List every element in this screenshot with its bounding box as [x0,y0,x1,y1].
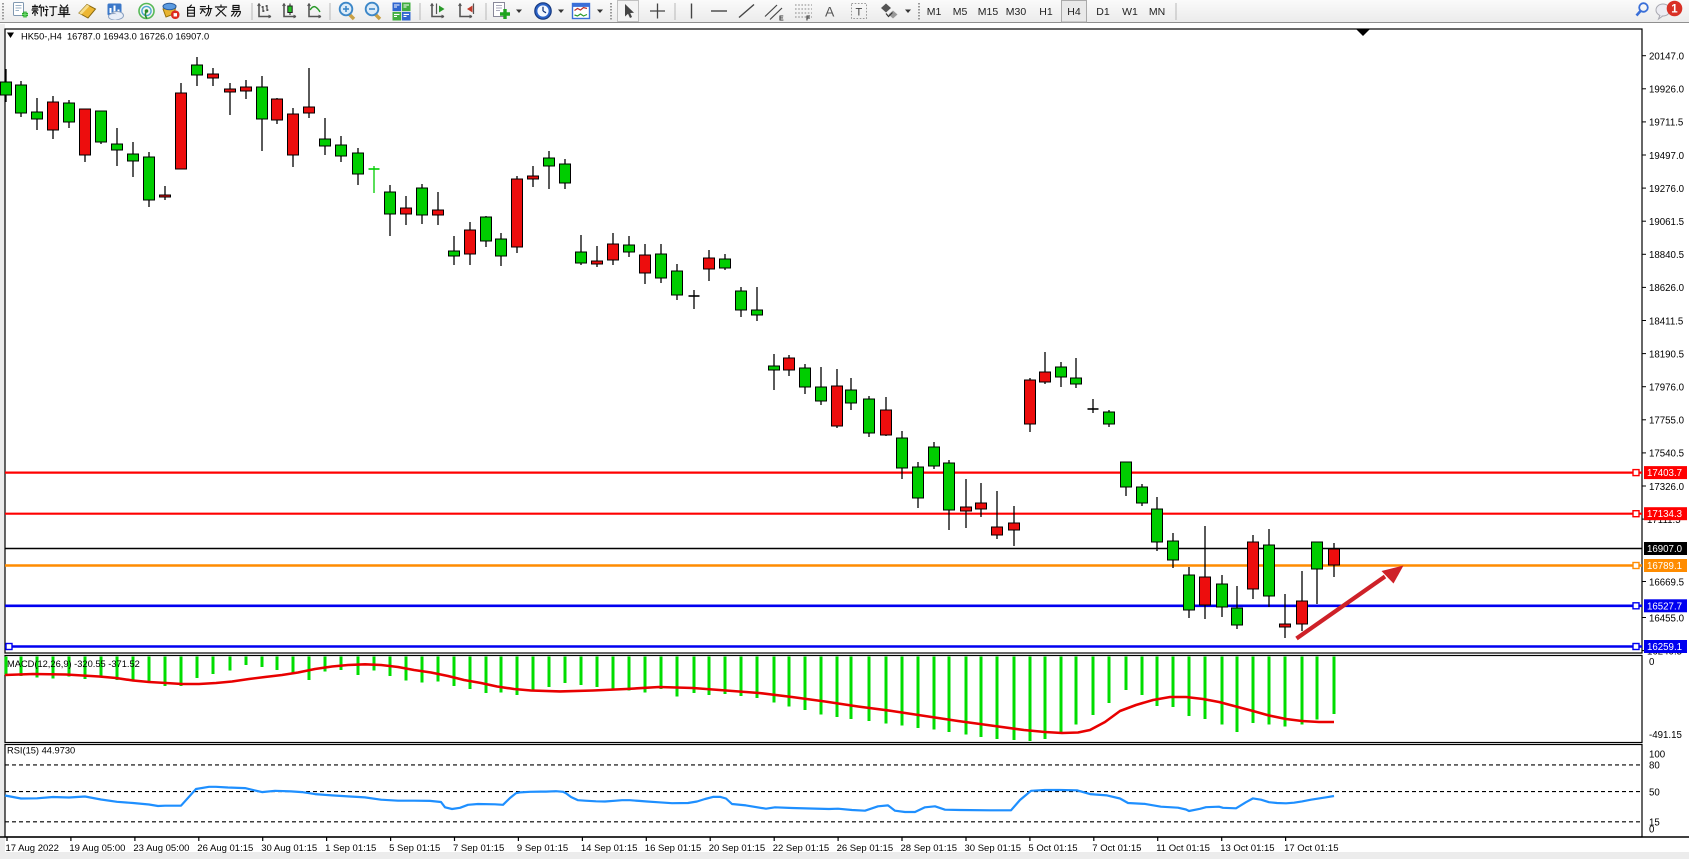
svg-text:19926.0: 19926.0 [1649,85,1685,96]
svg-text:HK50-,H4 16787.0 16943.0 1672: HK50-,H4 16787.0 16943.0 16726.0 16907.0 [21,32,209,42]
svg-text:F: F [806,16,811,23]
svg-text:16 Sep 01:15: 16 Sep 01:15 [645,843,702,854]
svg-text:16259.1: 16259.1 [1647,642,1682,653]
svg-text:M1: M1 [927,6,942,18]
svg-text:T: T [856,7,863,19]
svg-text:MACD(12,26,9) -320.55 -371.52: MACD(12,26,9) -320.55 -371.52 [7,659,140,669]
svg-text:19276.0: 19276.0 [1649,184,1685,195]
svg-text:18626.0: 18626.0 [1649,283,1685,294]
svg-text:20147.0: 20147.0 [1649,52,1685,63]
svg-text:M15: M15 [978,6,999,18]
svg-text:18190.5: 18190.5 [1649,349,1684,360]
svg-text:17 Aug 2022: 17 Aug 2022 [6,843,59,854]
svg-text:16789.1: 16789.1 [1647,561,1682,572]
svg-text:A: A [825,4,835,20]
svg-text:22 Sep 01:15: 22 Sep 01:15 [773,843,830,854]
svg-text:17134.3: 17134.3 [1647,509,1682,520]
svg-text:7 Sep 01:15: 7 Sep 01:15 [453,843,504,854]
svg-text:19711.5: 19711.5 [1649,118,1683,129]
svg-text:M30: M30 [1006,6,1027,18]
svg-text:-491.15: -491.15 [1649,730,1682,741]
svg-text:19 Aug 05:00: 19 Aug 05:00 [69,843,125,854]
svg-text:11 Oct 01:15: 11 Oct 01:15 [1156,843,1210,854]
svg-text:0: 0 [1649,824,1655,835]
svg-text:14 Sep 01:15: 14 Sep 01:15 [581,843,638,854]
svg-text:30 Sep 01:15: 30 Sep 01:15 [965,843,1022,854]
svg-text:100: 100 [1649,749,1666,760]
svg-text:17403.7: 17403.7 [1647,468,1682,479]
svg-text:23 Aug 05:00: 23 Aug 05:00 [133,843,189,854]
svg-text:17540.5: 17540.5 [1649,449,1684,460]
svg-text:MN: MN [1149,6,1165,18]
svg-text:20 Sep 01:15: 20 Sep 01:15 [709,843,766,854]
svg-text:H4: H4 [1067,6,1081,18]
svg-text:15: 15 [1649,817,1660,828]
svg-text:5 Sep 01:15: 5 Sep 01:15 [389,843,440,854]
svg-text:5 Oct 01:15: 5 Oct 01:15 [1028,843,1077,854]
svg-text:1 Sep 01:15: 1 Sep 01:15 [325,843,376,854]
svg-text:1: 1 [1671,4,1678,16]
svg-text:16455.0: 16455.0 [1649,613,1685,624]
svg-text:17111.5: 17111.5 [1647,515,1681,526]
svg-text:50: 50 [1649,787,1660,798]
svg-text:17326.0: 17326.0 [1649,482,1685,493]
svg-text:16669.5: 16669.5 [1649,577,1684,588]
svg-text:17 Oct 01:15: 17 Oct 01:15 [1284,843,1338,854]
svg-text:19497.0: 19497.0 [1649,151,1685,162]
svg-text:H1: H1 [1039,6,1053,18]
svg-text:7 Oct 01:15: 7 Oct 01:15 [1092,843,1141,854]
svg-text:26 Aug 01:15: 26 Aug 01:15 [197,843,253,854]
svg-text:0: 0 [1649,657,1655,668]
svg-text:W1: W1 [1122,6,1138,18]
svg-text:9 Sep 01:15: 9 Sep 01:15 [517,843,568,854]
svg-text:17976.0: 17976.0 [1649,383,1685,394]
svg-text:19061.5: 19061.5 [1649,217,1684,228]
svg-text:RSI(15) 44.9730: RSI(15) 44.9730 [7,746,75,756]
svg-text:80: 80 [1649,760,1660,771]
svg-text:M5: M5 [953,6,968,18]
svg-text:17755.0: 17755.0 [1649,416,1685,427]
svg-text:30 Aug 01:15: 30 Aug 01:15 [261,843,317,854]
svg-text:16907.0: 16907.0 [1647,544,1683,555]
svg-text:18411.5: 18411.5 [1649,316,1683,327]
svg-text:26 Sep 01:15: 26 Sep 01:15 [837,843,894,854]
svg-text:18840.5: 18840.5 [1649,250,1684,261]
svg-text:13 Oct 01:15: 13 Oct 01:15 [1220,843,1274,854]
svg-text:E: E [779,16,784,23]
svg-text:D1: D1 [1096,6,1110,18]
svg-text:16527.7: 16527.7 [1647,601,1682,612]
svg-text:28 Sep 01:15: 28 Sep 01:15 [901,843,958,854]
